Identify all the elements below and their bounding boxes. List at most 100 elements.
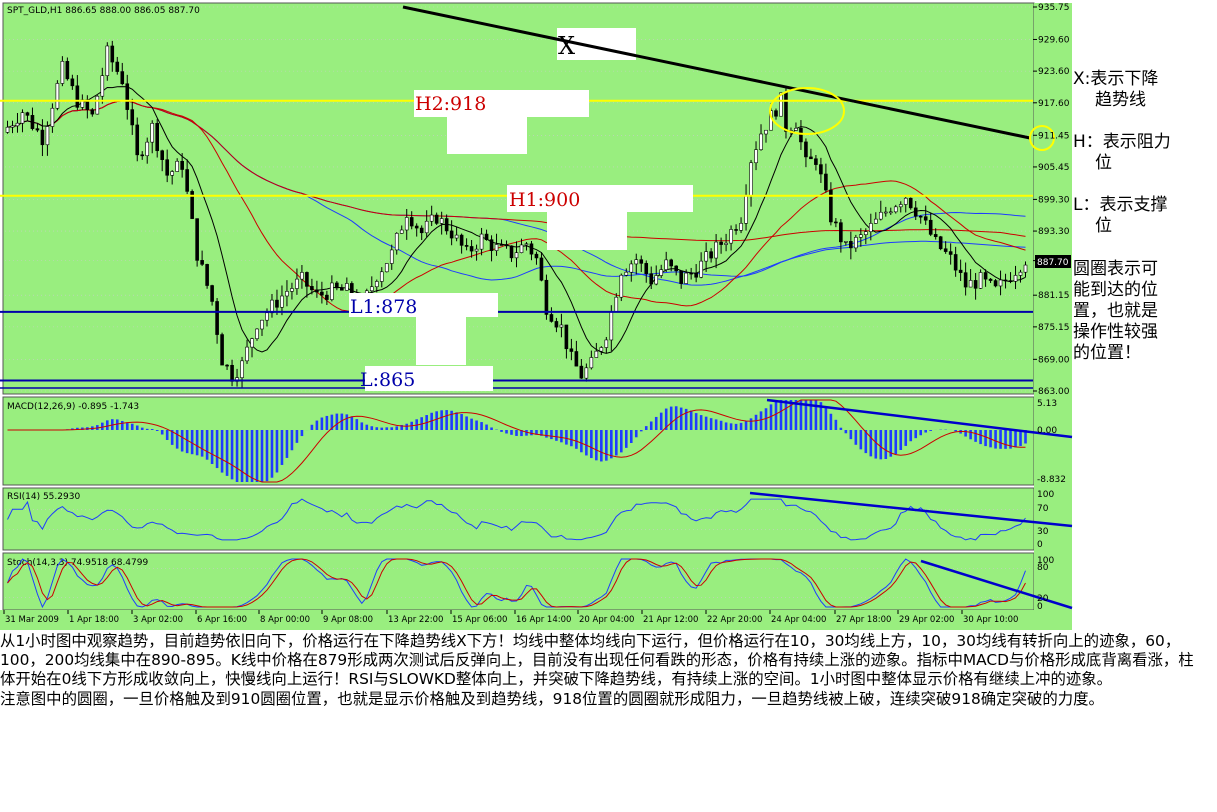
candle-body (325, 294, 329, 300)
macd-trendline (766, 398, 1073, 439)
candle-body (1023, 264, 1028, 273)
candle-body (878, 211, 883, 220)
candle-body (544, 279, 549, 315)
candle-body (724, 242, 728, 245)
rsi-tick-label: 30 (1037, 527, 1049, 537)
stoch-panel (2, 552, 1035, 611)
candle-body (539, 257, 544, 281)
macd-panel (2, 396, 1035, 486)
candle-body (669, 259, 673, 267)
candle-body (5, 126, 10, 133)
candle-body (824, 173, 828, 191)
candle-body (534, 253, 539, 259)
legend-c-line2: 能到达的位 (1073, 280, 1158, 300)
candle-body (384, 263, 389, 273)
candle-body (330, 282, 334, 300)
candle-body (794, 127, 798, 131)
macd-tick-label: 5.13 (1037, 399, 1057, 409)
time-tick-label: 1 Apr 18:00 (69, 615, 119, 625)
time-tick-label: 22 Apr 20:00 (707, 615, 762, 625)
price-tick-label: 893.30 (1038, 227, 1070, 237)
time-tick-label: 3 Apr 02:00 (133, 615, 183, 625)
legend-circle: 圆圈表示可 能到达的位 置，也就是 操作性较强 的位置！ (1073, 259, 1158, 364)
legend-h-line2: 位 (1095, 153, 1112, 173)
candle-body (764, 129, 768, 135)
candle-body (948, 251, 953, 255)
candle-body (834, 221, 838, 224)
candle-body (379, 271, 384, 282)
candle-body (320, 291, 324, 296)
candle-body (250, 338, 254, 348)
candle-body (105, 45, 110, 76)
price-axis-bg (1034, 3, 1072, 610)
candle-body (928, 219, 933, 235)
candle-body (110, 45, 115, 63)
candle-body (898, 204, 903, 208)
candle-body (829, 189, 833, 223)
time-tick-label: 16 Apr 14:00 (516, 615, 571, 625)
rsi-header: RSI(14) 55.2930 (7, 492, 80, 502)
label-mask-l (365, 366, 493, 391)
candle-body (993, 280, 998, 287)
candle-body (599, 347, 604, 352)
candle-body (664, 259, 669, 270)
candle-body (280, 295, 284, 308)
candle-body (849, 241, 853, 249)
candle-body (369, 286, 374, 292)
candle-body (434, 214, 439, 224)
macd-tick-label: 0.00 (1037, 426, 1057, 436)
candle-body (160, 150, 164, 160)
candle-body (439, 218, 444, 224)
candle-body (649, 273, 654, 285)
candle-body (859, 234, 863, 238)
candle-body (419, 227, 424, 234)
candle-body (120, 71, 125, 85)
candle-body (374, 281, 379, 288)
candle-body (115, 61, 120, 72)
candle-body (245, 346, 249, 362)
candle-body (784, 92, 788, 132)
candle-body (754, 149, 758, 164)
time-axis: 31 Mar 2009 1 Apr 18:00 3 Apr 02:00 6 Apr 1… (3, 610, 1018, 625)
candle-body (50, 107, 55, 127)
candle-body (888, 211, 893, 214)
candle-body (60, 61, 65, 84)
candle-body (399, 229, 404, 234)
level-label-l1: L1:878 (350, 296, 417, 318)
stoch-tick-label: 0 (1037, 602, 1043, 612)
candle-body (1018, 271, 1023, 276)
price-tick-label: 869.00 (1038, 355, 1070, 365)
candle-body (839, 222, 843, 243)
candle-body (854, 237, 858, 249)
legend-l-line2: 位 (1095, 216, 1112, 236)
time-tick-label: 31 Mar 2009 (5, 615, 59, 625)
time-axis-bg (0, 610, 1072, 630)
candle-body (554, 321, 559, 328)
candle-body (694, 272, 698, 278)
candle-body (210, 285, 214, 302)
candle-body (594, 350, 599, 358)
candle-body (988, 278, 993, 281)
time-tick-label: 20 Apr 04:00 (579, 615, 634, 625)
candle-body (709, 251, 713, 259)
downtrend-line (402, 5, 1031, 140)
candle-body (529, 243, 534, 255)
candle-body (519, 244, 524, 253)
candle-body (579, 365, 584, 379)
legend-x-line2: 趋势线 (1095, 90, 1146, 110)
candle-body (469, 246, 474, 252)
candle-body (125, 83, 130, 110)
candle-body (1003, 279, 1008, 282)
candle-body (20, 112, 25, 124)
candle-body (614, 296, 619, 312)
candle-body (609, 311, 614, 341)
candle-body (639, 259, 644, 264)
label-mask-x (557, 28, 636, 60)
candle-body (524, 243, 529, 246)
legend-h: H：表示阻力 位 (1073, 132, 1171, 174)
macd-tick-label: -8.832 (1037, 475, 1066, 485)
candle-body (30, 115, 35, 129)
time-tick-label: 8 Apr 00:00 (260, 615, 310, 625)
candle-body (943, 248, 948, 252)
candle-body (170, 171, 174, 176)
